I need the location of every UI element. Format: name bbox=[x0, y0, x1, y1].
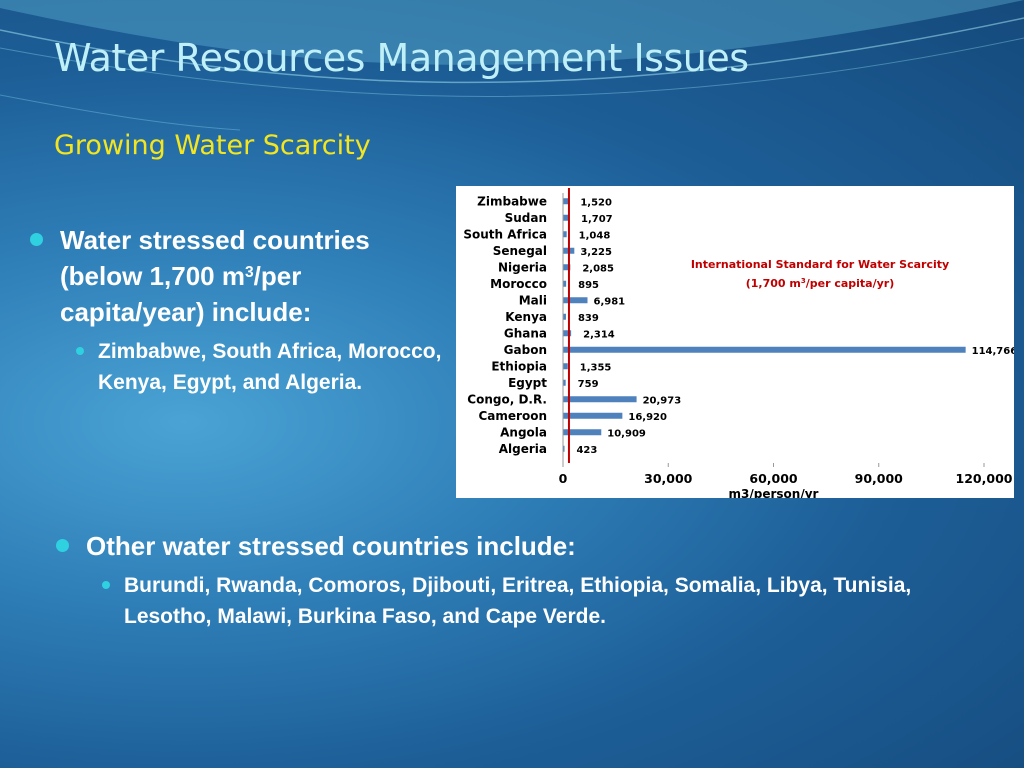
chart-bar bbox=[563, 280, 567, 287]
x-tick-label: 60,000 bbox=[749, 471, 798, 486]
chart-bar bbox=[563, 429, 602, 436]
bar-value-label: 20,973 bbox=[643, 395, 682, 406]
chart-bar bbox=[563, 198, 569, 205]
y-tick-label: Zimbabwe bbox=[477, 194, 547, 208]
x-tick-label: 90,000 bbox=[855, 471, 904, 486]
sub-bullet-countries: Zimbabwe, South Africa, Morocco, Kenya, … bbox=[28, 336, 448, 398]
chart-bar bbox=[563, 346, 966, 353]
water-availability-chart: Zimbabwe Sudan South Africa Senegal Nigeria M… bbox=[456, 186, 1014, 498]
bullet-water-stressed: Water stressed countries (below 1,700 m3… bbox=[28, 222, 448, 398]
bar-value-label: 895 bbox=[578, 280, 599, 291]
bullet-text-part: /per capita/year) include: bbox=[60, 261, 312, 327]
y-tick-label: Kenya bbox=[505, 310, 547, 324]
y-tick-label: Ethiopia bbox=[491, 359, 547, 373]
x-tick-label: 0 bbox=[559, 471, 568, 486]
bullet-main-text: Other water stressed countries include: bbox=[54, 528, 994, 564]
bar-value-label: 1,707 bbox=[581, 214, 613, 225]
bar-chart-svg: Zimbabwe Sudan South Africa Senegal Nigeria M… bbox=[463, 188, 1014, 498]
y-tick-label: Senegal bbox=[493, 244, 547, 258]
x-tick-label: 30,000 bbox=[644, 471, 693, 486]
bullet-superscript: 3 bbox=[244, 264, 254, 281]
y-tick-label: Angola bbox=[500, 425, 547, 439]
y-tick-label: Congo, D.R. bbox=[467, 392, 547, 406]
bullet-dot-icon bbox=[56, 539, 69, 552]
y-tick-label: Morocco bbox=[490, 277, 547, 291]
y-tick-label: Nigeria bbox=[498, 260, 547, 274]
bar-value-label: 114,766 bbox=[972, 346, 1014, 357]
bullet-other-countries: Other water stressed countries include: … bbox=[54, 528, 994, 632]
threshold-label: International Standard for Water Scarcit… bbox=[691, 258, 949, 271]
sub-bullet-dot-icon bbox=[76, 347, 84, 355]
x-tick-label: 120,000 bbox=[956, 471, 1013, 486]
y-tick-label: Mali bbox=[519, 293, 547, 307]
bar-value-label: 10,909 bbox=[607, 428, 646, 439]
bar-value-label: 3,225 bbox=[580, 247, 612, 258]
sub-bullet-countries: Burundi, Rwanda, Comoros, Djibouti, Erit… bbox=[54, 570, 994, 632]
threshold-label: (1,700 m3/per capita/yr) bbox=[746, 277, 895, 290]
bar-value-label: 6,981 bbox=[593, 296, 625, 307]
chart-bar bbox=[563, 297, 588, 304]
sub-bullet-text: Zimbabwe, South Africa, Morocco, Kenya, … bbox=[98, 340, 442, 394]
chart-bar bbox=[563, 445, 565, 452]
header-wave-decoration bbox=[0, 0, 1024, 131]
bar-value-label: 16,920 bbox=[628, 412, 667, 423]
sub-bullet-text: Burundi, Rwanda, Comoros, Djibouti, Erit… bbox=[124, 574, 912, 628]
chart-bar bbox=[563, 396, 637, 403]
chart-bar bbox=[563, 379, 566, 386]
bullet-main-text: Water stressed countries (below 1,700 m3… bbox=[28, 222, 448, 330]
bar-value-label: 759 bbox=[578, 379, 599, 390]
sub-bullet-dot-icon bbox=[102, 581, 110, 589]
bar-value-label: 2,085 bbox=[582, 263, 614, 274]
bar-value-label: 1,048 bbox=[579, 230, 611, 241]
chart-bar bbox=[563, 363, 568, 370]
y-tick-label: Egypt bbox=[508, 376, 547, 390]
bar-value-label: 1,355 bbox=[580, 362, 612, 373]
page-title: Water Resources Management Issues bbox=[54, 36, 749, 80]
chart-bar bbox=[563, 214, 569, 221]
bullet-dot-icon bbox=[30, 233, 43, 246]
y-tick-label: Algeria bbox=[499, 442, 547, 456]
bar-value-label: 423 bbox=[576, 445, 597, 456]
chart-bar bbox=[563, 412, 623, 419]
y-tick-label: Ghana bbox=[504, 326, 547, 340]
y-tick-label: Cameroon bbox=[479, 409, 548, 423]
page-subtitle: Growing Water Scarcity bbox=[54, 130, 371, 161]
y-tick-label: Sudan bbox=[505, 211, 547, 225]
bar-value-label: 839 bbox=[578, 313, 599, 324]
chart-bar bbox=[563, 264, 571, 271]
bullet-text-part: Other water stressed countries include: bbox=[86, 531, 576, 561]
bullet-text-part: Water stressed countries (below 1,700 m bbox=[60, 225, 370, 291]
bar-value-label: 1,520 bbox=[580, 197, 612, 208]
chart-bar bbox=[563, 313, 566, 320]
chart-bar bbox=[563, 231, 567, 238]
y-tick-label: South Africa bbox=[463, 227, 547, 241]
bar-value-label: 2,314 bbox=[583, 329, 615, 340]
y-tick-label: Gabon bbox=[504, 343, 547, 357]
x-axis-title: m3/person/yr bbox=[729, 487, 819, 498]
chart-bar bbox=[563, 330, 572, 337]
